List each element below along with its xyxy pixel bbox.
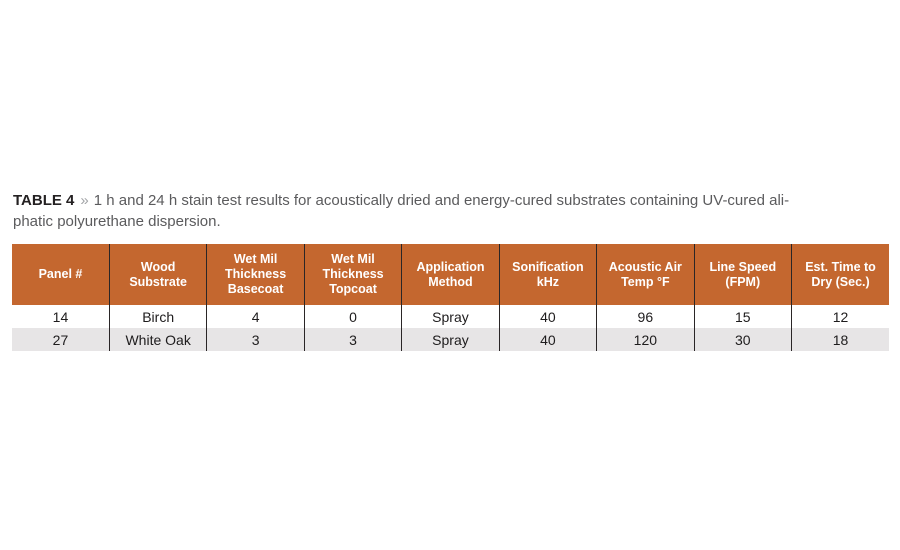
cell-sonification-khz: 40 [498,305,597,328]
caption-line-2: phatic polyurethane dispersion. [13,213,221,230]
column-header-line-speed: Line Speed (FPM) [693,244,792,305]
column-header-panel: Panel # [12,244,110,305]
column-header-wet-mil-topcoat: Wet Mil Thickness Topcoat [303,244,402,305]
cell-acoustic-air-temp: 96 [596,305,695,328]
caption-line-1: TABLE 4 » 1 h and 24 h stain test results … [13,192,789,209]
cell-application-method: Spray [401,328,500,351]
cell-application-method: Spray [401,305,500,328]
caption-text-line-1: 1 h and 24 h stain test results for acou… [93,192,790,209]
header-row: Panel # Wood Substrate Wet Mil Thickness… [12,244,889,305]
table-row: 27 White Oak 3 3 Spray 40 120 30 18 [12,328,889,351]
column-header-acoustic-air-temp: Acoustic Air Temp °F [596,244,695,305]
cell-wet-mil-basecoat: 3 [206,328,305,351]
cell-wood-substrate: Birch [108,305,207,328]
cell-est-time-to-dry: 18 [791,328,889,351]
cell-line-speed: 30 [693,328,792,351]
cell-sonification-khz: 40 [498,328,597,351]
caption-table-label: TABLE 4 [13,192,75,209]
caption-separator: » [80,192,89,209]
column-header-wet-mil-basecoat: Wet Mil Thickness Basecoat [206,244,305,305]
cell-acoustic-air-temp: 120 [596,328,695,351]
table-body: 14 Birch 4 0 Spray 40 96 15 12 27 White … [12,305,889,351]
cell-wet-mil-topcoat: 0 [303,305,402,328]
stain-test-results-table: Panel # Wood Substrate Wet Mil Thickness… [12,244,889,351]
column-header-sonification-khz: Sonification kHz [498,244,597,305]
cell-wet-mil-basecoat: 4 [206,305,305,328]
table-header: Panel # Wood Substrate Wet Mil Thickness… [12,244,889,305]
column-header-wood-substrate: Wood Substrate [108,244,207,305]
cell-panel: 27 [52,331,69,348]
table-row: 14 Birch 4 0 Spray 40 96 15 12 [12,305,889,328]
column-header-est-time-to-dry: Est. Time to Dry (Sec.) [791,244,889,305]
cell-wood-substrate: White Oak [108,328,207,351]
table-caption: TABLE 4 » 1 h and 24 h stain test results … [13,190,889,232]
table-figure: TABLE 4 » 1 h and 24 h stain test results … [12,190,889,351]
cell-panel: 14 [52,308,69,325]
cell-wet-mil-topcoat: 3 [303,328,402,351]
cell-est-time-to-dry: 12 [791,305,889,328]
column-header-application-method: Application Method [401,244,500,305]
cell-line-speed: 15 [693,305,792,328]
caption-text-line-2: phatic polyurethane dispersion. [13,213,221,230]
